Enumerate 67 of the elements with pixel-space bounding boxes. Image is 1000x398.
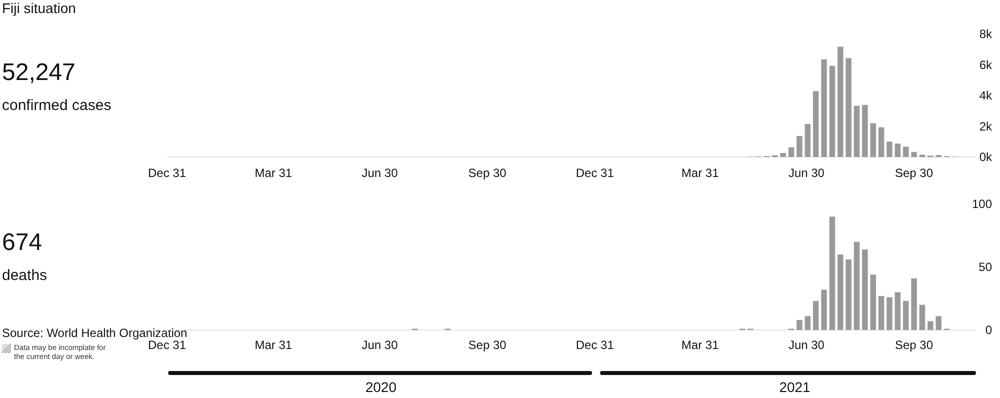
bar (911, 278, 917, 330)
bar (846, 259, 852, 330)
y-tick-label: 6k (979, 58, 993, 72)
bar (902, 301, 909, 330)
x-tick-label: Mar 31 (254, 338, 292, 352)
y-tick-label: 50 (978, 260, 992, 274)
x-tick-label: Dec 31 (576, 166, 614, 180)
text: confirmed cases (2, 97, 112, 114)
bar (878, 296, 884, 330)
bar (911, 152, 917, 157)
bar (812, 91, 819, 157)
bar (821, 290, 827, 330)
bar (878, 127, 884, 157)
text: 674 (2, 229, 42, 256)
bar (928, 321, 934, 330)
y-tick-label: 0k (979, 150, 993, 164)
bar (919, 304, 926, 330)
x-tick-label: Dec 31 (576, 338, 614, 352)
bar (788, 147, 794, 157)
x-tick-label: Jun 30 (788, 338, 825, 352)
bar (838, 254, 844, 330)
x-tick-label: Sep 30 (468, 166, 507, 180)
y-tick-label: 8k (979, 27, 993, 41)
bar (829, 216, 836, 330)
y-tick-label: 2k (979, 119, 993, 134)
text: Fiji situation (2, 0, 76, 16)
bar (862, 249, 868, 330)
bar (780, 153, 786, 157)
bar (886, 142, 892, 157)
bar (846, 58, 852, 157)
x-tick-label: Jun 30 (362, 166, 398, 180)
bar (862, 104, 868, 157)
bar (902, 146, 909, 157)
bar (804, 316, 811, 330)
bar (936, 316, 942, 330)
bar (812, 301, 819, 330)
annotation: Source: World Health Organization (2, 326, 188, 340)
bar (829, 66, 836, 157)
x-tick-label: Mar 31 (681, 338, 720, 352)
bar (894, 144, 901, 157)
x-tick-label: Dec 31 (148, 338, 186, 352)
x2-tick-label: 2021 (779, 379, 811, 395)
bar (870, 274, 876, 330)
x-tick-label: Dec 31 (148, 166, 186, 180)
bar (804, 124, 811, 157)
x-tick-label: Mar 31 (254, 166, 292, 180)
text: deaths (2, 267, 48, 284)
bar (838, 46, 844, 157)
y-tick-label: 100 (972, 197, 992, 211)
text: 52,247 (2, 59, 76, 86)
x-tick-label: Sep 30 (895, 166, 934, 180)
x-tick-label: Mar 31 (681, 166, 720, 180)
x-tick-label: Sep 30 (895, 338, 934, 352)
bar (796, 320, 802, 330)
bar (821, 59, 827, 157)
bar (854, 242, 860, 330)
x-tick-label: Jun 30 (362, 338, 398, 352)
x-tick-label: Jun 30 (788, 166, 825, 180)
bar (796, 136, 802, 157)
bar (894, 292, 901, 330)
bar (854, 106, 860, 157)
x-tick-label: Sep 30 (468, 338, 507, 352)
bar (870, 123, 876, 157)
x2-tick-label: 2020 (365, 379, 397, 395)
bar (886, 297, 892, 330)
y-tick-label: 4k (979, 88, 993, 102)
y-tick-label: 0 (985, 323, 992, 337)
